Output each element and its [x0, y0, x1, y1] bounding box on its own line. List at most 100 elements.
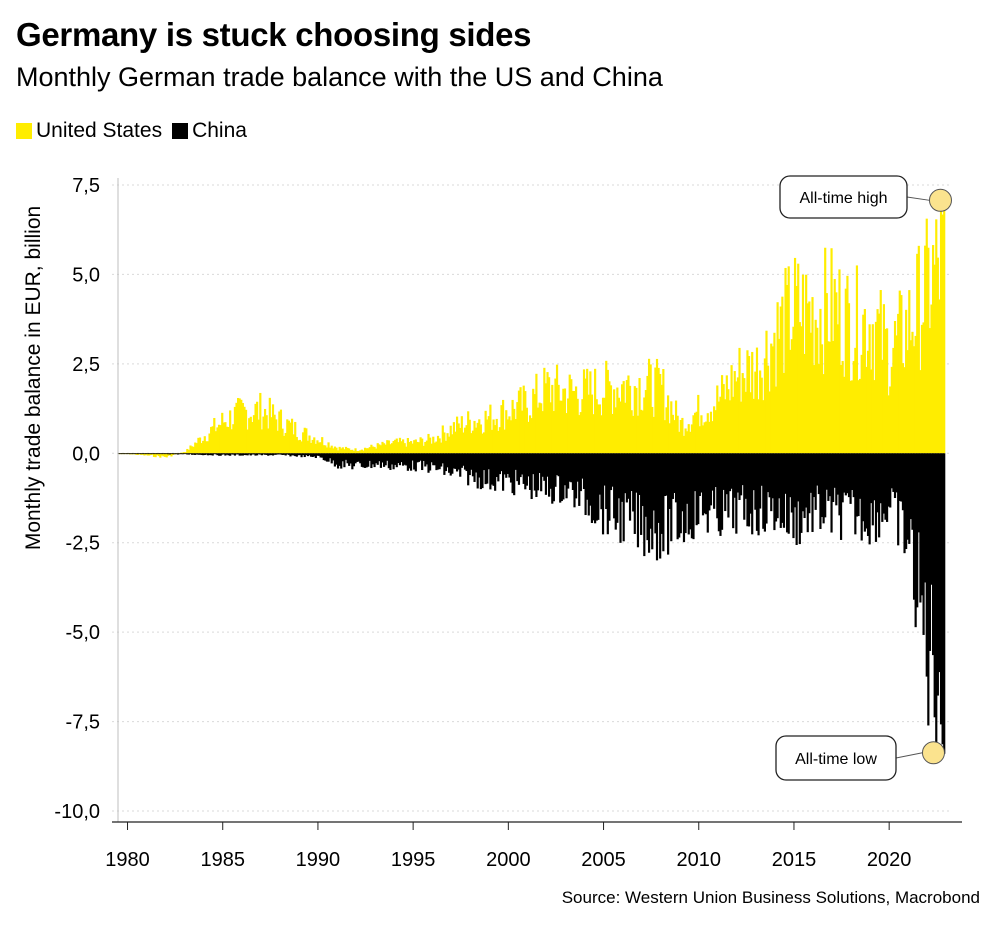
us-bar [164, 453, 167, 457]
china-bar [922, 453, 925, 635]
us-bar [835, 292, 838, 454]
china-bar [665, 453, 668, 496]
china-bar [375, 453, 378, 464]
us-bar [216, 427, 219, 454]
us-bar [249, 416, 252, 454]
us-bar [232, 424, 235, 454]
china-bar [598, 453, 601, 495]
china-bar [440, 453, 443, 467]
china-bar [682, 453, 686, 543]
china-bar [408, 453, 411, 469]
china-bar [449, 453, 452, 476]
us-bar [852, 361, 855, 454]
china-bar [249, 453, 252, 456]
us-bar [390, 443, 394, 454]
us-bar [581, 399, 584, 454]
x-tick-label: 2010 [677, 849, 722, 871]
china-bar [733, 453, 736, 498]
us-bar [509, 420, 513, 454]
china-bar [444, 453, 448, 472]
china-bar [179, 453, 183, 455]
us-bar [916, 253, 919, 454]
us-bar [603, 397, 606, 454]
us-bar [156, 453, 159, 456]
us-bar [332, 448, 335, 454]
china-bar [302, 453, 305, 456]
us-bar [536, 407, 540, 454]
us-bar [674, 400, 678, 454]
us-bar [148, 453, 151, 456]
us-bar [503, 429, 506, 454]
china-bar [324, 453, 327, 461]
china-bar [495, 453, 498, 478]
us-bar [770, 343, 773, 454]
china-bar [701, 453, 705, 516]
us-bar [497, 430, 500, 454]
us-bar [746, 350, 749, 454]
china-bar [243, 453, 246, 456]
china-bar [643, 453, 646, 557]
us-bar [521, 410, 524, 454]
china-bar [782, 453, 786, 528]
us-bar [893, 320, 897, 454]
china-bar [327, 453, 330, 462]
china-bar [905, 453, 908, 550]
us-bar [508, 416, 511, 454]
us-bar [682, 435, 686, 454]
china-bar [762, 453, 765, 529]
china-bar [501, 453, 505, 491]
china-bar [943, 453, 946, 754]
us-bar [343, 449, 346, 454]
china-bar [698, 453, 701, 496]
us-bar [906, 350, 909, 454]
us-bar [646, 375, 649, 454]
us-bar [551, 384, 554, 454]
us-bar [248, 418, 251, 454]
us-bar [890, 366, 893, 454]
china-bar [183, 453, 186, 455]
us-bar [381, 441, 384, 454]
us-bar [482, 432, 486, 454]
china-bar [367, 453, 370, 467]
china-bar [893, 453, 897, 499]
us-bar [705, 421, 708, 454]
china-bar [876, 453, 879, 513]
us-bar [932, 245, 935, 454]
china-bar [582, 453, 586, 490]
us-bar [384, 444, 387, 454]
china-bar [686, 453, 689, 504]
us-bar [244, 409, 248, 454]
china-bar [352, 453, 356, 467]
china-bar [238, 453, 241, 456]
china-bar [928, 453, 932, 651]
china-bar [916, 453, 919, 608]
china-bar [141, 453, 144, 455]
us-bar [811, 297, 814, 454]
us-bar [333, 446, 336, 454]
china-bar [332, 453, 335, 461]
us-bar [798, 322, 801, 454]
china-bar [263, 453, 267, 455]
us-bar [659, 373, 662, 454]
china-bar [673, 453, 676, 493]
us-bar [198, 437, 202, 454]
china-bar [573, 453, 576, 508]
china-bar [133, 453, 137, 455]
us-bar [546, 372, 549, 454]
china-bar [581, 453, 584, 479]
china-bar [835, 453, 838, 506]
china-bar [494, 453, 497, 491]
china-bar [749, 453, 752, 514]
china-bar [184, 453, 187, 455]
us-bar [881, 359, 884, 454]
axes: 7,5 5,0 2,5 0,0 -2,5 -5,0 -7,5 -10,0 1980 1985 199… [54, 175, 962, 871]
us-bar [217, 424, 221, 454]
china-bar [357, 453, 360, 462]
us-bar [146, 453, 149, 456]
china-bar [178, 453, 181, 455]
china-bar [747, 453, 751, 527]
china-bar [586, 453, 589, 500]
china-bar [160, 453, 164, 455]
china-bar [609, 453, 613, 491]
china-bar [614, 453, 617, 530]
